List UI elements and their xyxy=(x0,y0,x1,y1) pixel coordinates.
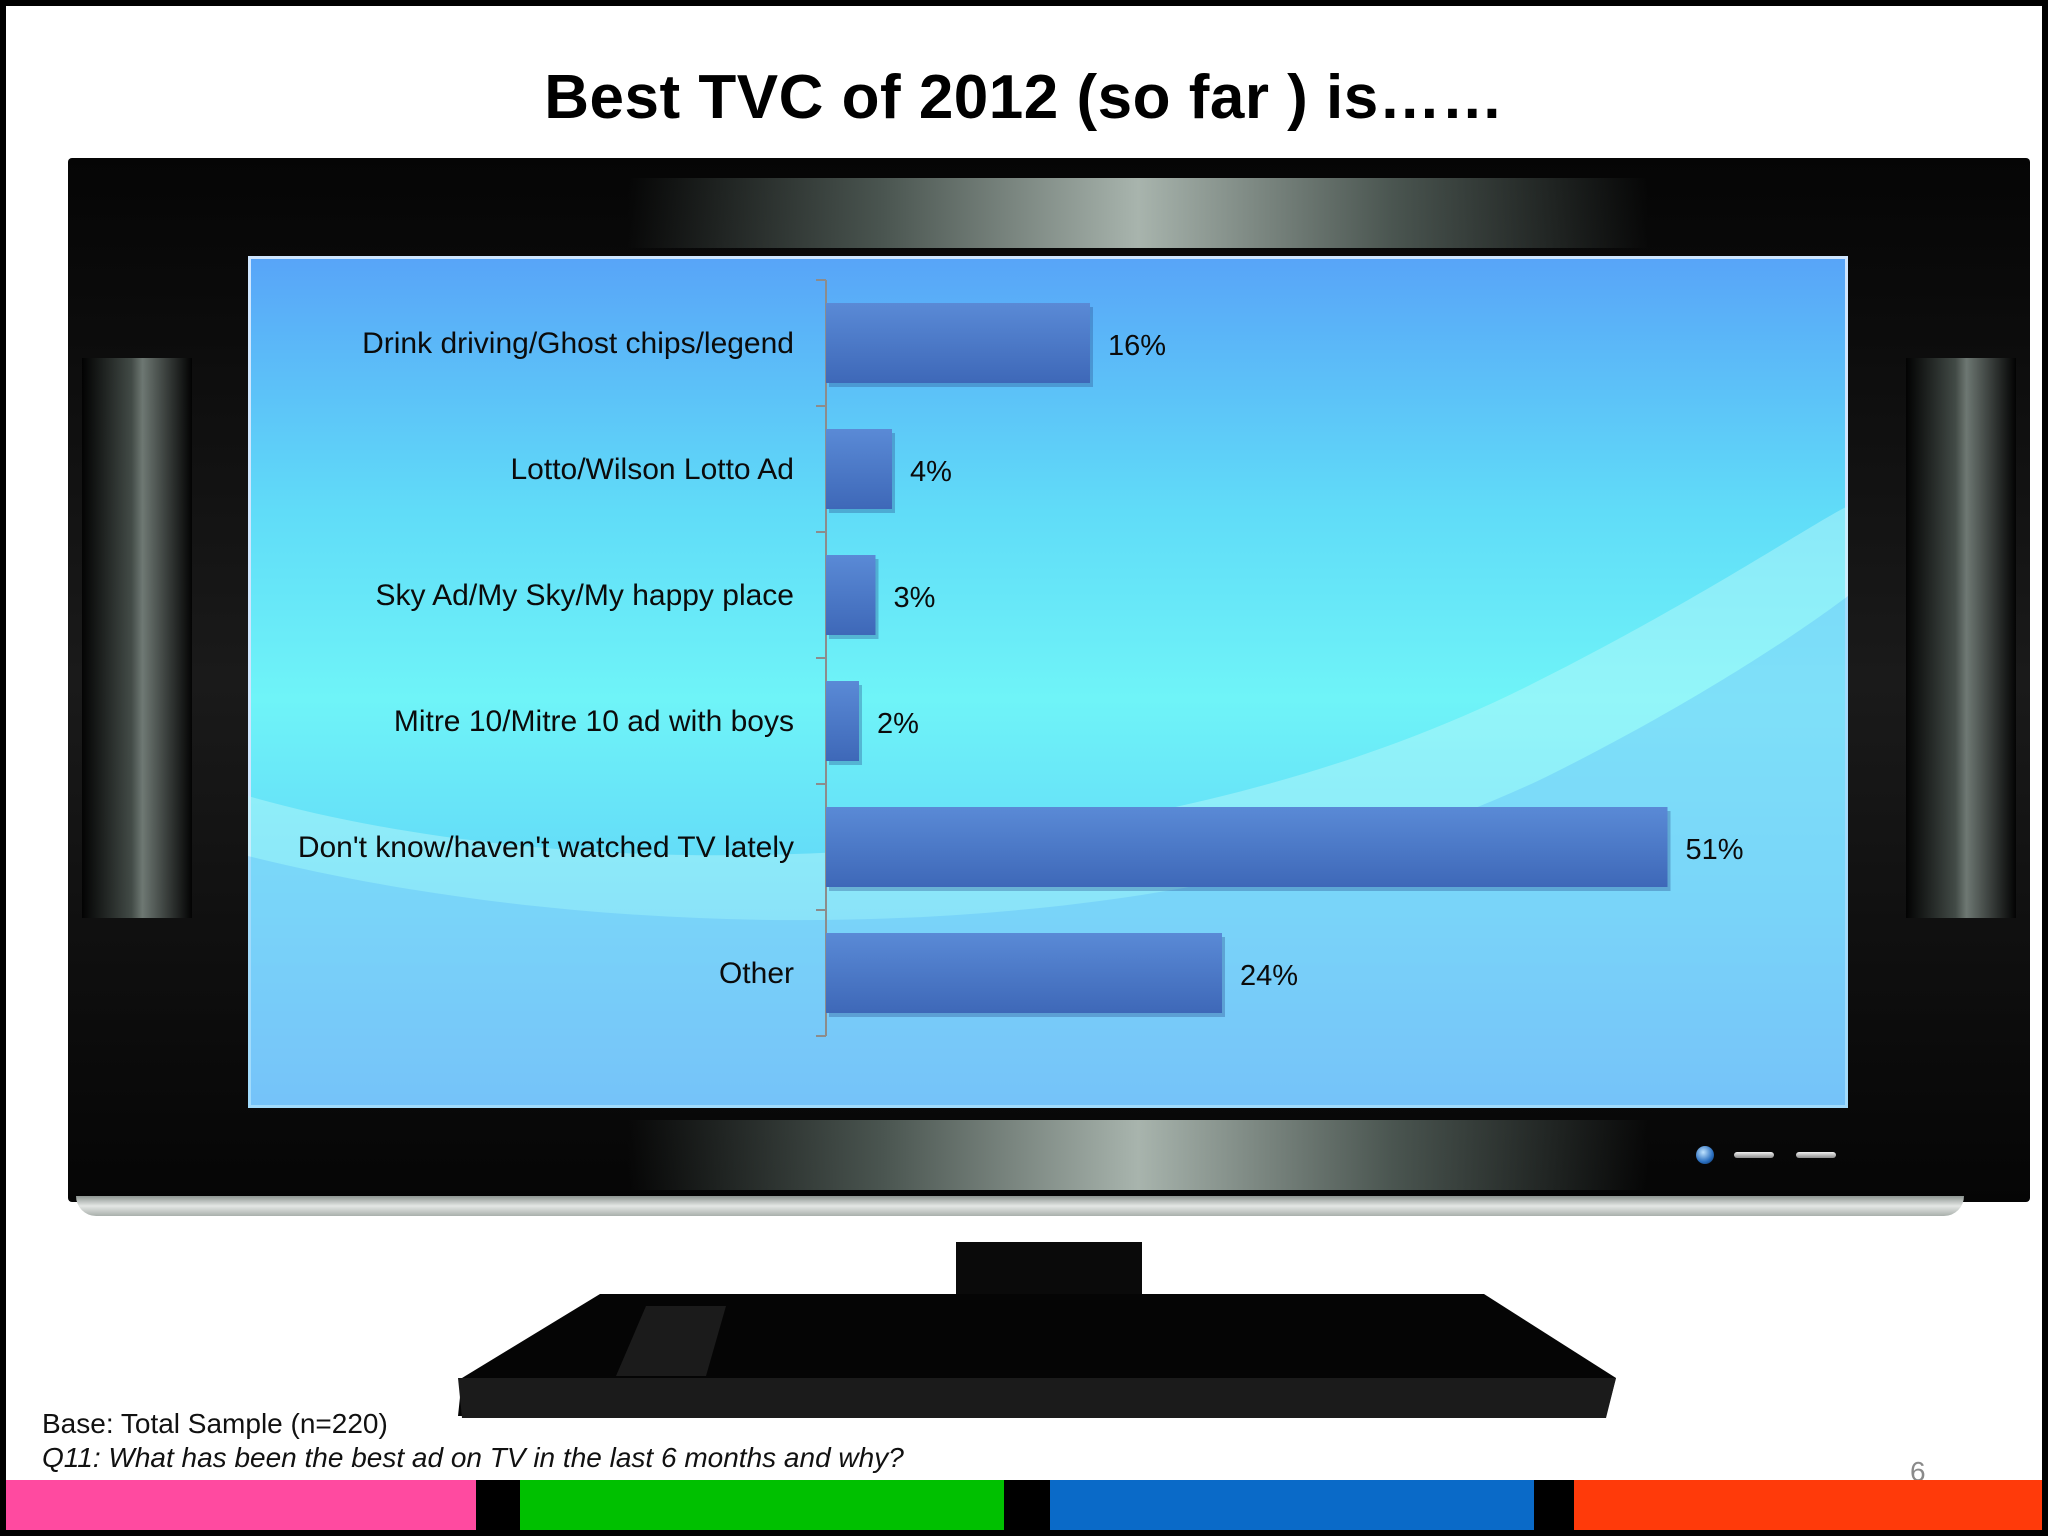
tv-neck xyxy=(956,1242,1142,1300)
category-label: Mitre 10/Mitre 10 ad with boys xyxy=(394,705,794,738)
category-label: Lotto/Wilson Lotto Ad xyxy=(510,453,794,486)
base-note: Base: Total Sample (n=220) xyxy=(42,1408,388,1439)
footer-pink-segment xyxy=(6,1480,476,1530)
tv-side-left xyxy=(82,358,192,918)
tv-stand-base xyxy=(458,1294,1616,1418)
tv-side-right xyxy=(1906,358,2016,918)
value-label: 3% xyxy=(894,582,936,614)
value-label: 16% xyxy=(1108,330,1166,362)
tv-glare-bottom xyxy=(628,1120,1648,1190)
value-label: 4% xyxy=(910,456,952,488)
screen-swoosh xyxy=(248,506,1848,1108)
tv-glare-top xyxy=(628,178,1648,248)
bar xyxy=(826,933,1222,1013)
slide-title: Best TVC of 2012 (so far ) is…… xyxy=(544,63,1504,132)
page-number: 6 xyxy=(1910,1456,1926,1487)
value-label: 2% xyxy=(877,708,919,740)
footer-blue-segment xyxy=(1050,1480,1534,1530)
tv-screen: Drink driving/Ghost chips/legend 16% Lotto… xyxy=(248,256,1848,1108)
category-label: Other xyxy=(719,957,794,990)
bar-chart: Drink driving/Ghost chips/legend 16% Lotto… xyxy=(298,279,1744,1037)
slide: Best TVC of 2012 (so far ) is…… Drink dr… xyxy=(6,6,2042,1530)
power-led-icon xyxy=(1696,1146,1714,1164)
footer-color-bar xyxy=(6,1480,2042,1530)
question-note: Q11: What has been the best ad on TV in … xyxy=(42,1442,904,1473)
footer-green-segment xyxy=(520,1480,1004,1530)
bar xyxy=(826,555,876,635)
bar xyxy=(826,681,859,761)
category-label: Don't know/haven't watched TV lately xyxy=(298,831,794,864)
bar xyxy=(826,429,892,509)
footer-red-segment xyxy=(1574,1480,2042,1530)
tv-button-icon xyxy=(1734,1152,1774,1158)
bar xyxy=(826,303,1090,383)
tv-bezel-strip xyxy=(76,1196,1964,1216)
tv-button-icon xyxy=(1796,1152,1836,1158)
category-label: Drink driving/Ghost chips/legend xyxy=(362,327,794,360)
value-label: 51% xyxy=(1686,834,1744,866)
value-label: 24% xyxy=(1240,960,1298,992)
bar xyxy=(826,807,1668,887)
category-label: Sky Ad/My Sky/My happy place xyxy=(375,579,794,612)
